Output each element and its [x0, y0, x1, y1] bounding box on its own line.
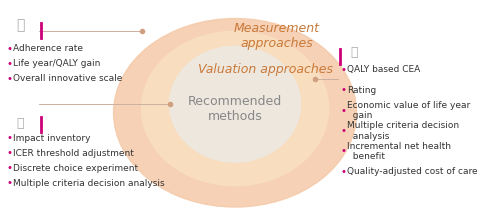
Text: Adherence rate: Adherence rate [13, 44, 83, 53]
Text: •: • [340, 167, 346, 177]
Ellipse shape [170, 46, 300, 162]
Text: •: • [340, 85, 346, 95]
Text: Multiple criteria decision analysis: Multiple criteria decision analysis [13, 179, 164, 188]
Text: Rating: Rating [347, 86, 376, 95]
Text: Multiple criteria decision
  analysis: Multiple criteria decision analysis [347, 121, 460, 141]
Text: QALY based CEA: QALY based CEA [347, 66, 420, 74]
Ellipse shape [114, 18, 356, 207]
Text: Life year/QALY gain: Life year/QALY gain [13, 59, 101, 68]
Text: Quality-adjusted cost of care: Quality-adjusted cost of care [347, 167, 478, 176]
Ellipse shape [142, 31, 328, 186]
Text: Recommended
methods: Recommended methods [188, 94, 282, 123]
Text: •: • [6, 59, 12, 69]
Text: •: • [340, 106, 346, 116]
Text: 📋: 📋 [350, 46, 358, 59]
Text: •: • [6, 74, 12, 84]
Text: •: • [6, 148, 12, 158]
Text: Economic value of life year
  gain: Economic value of life year gain [347, 101, 470, 120]
Text: Discrete choice experiment: Discrete choice experiment [13, 164, 138, 173]
Text: •: • [340, 146, 346, 156]
Text: Impact inventory: Impact inventory [13, 134, 90, 143]
Text: •: • [6, 133, 12, 143]
Text: 🔍: 🔍 [16, 117, 24, 130]
Text: •: • [6, 178, 12, 189]
Text: •: • [340, 126, 346, 136]
Text: Incremental net health
  benefit: Incremental net health benefit [347, 142, 451, 161]
Text: Measurement
approaches: Measurement approaches [234, 22, 320, 50]
Text: •: • [6, 44, 12, 54]
Text: ICER threshold adjustment: ICER threshold adjustment [13, 149, 134, 158]
Text: Overall innovative scale: Overall innovative scale [13, 74, 122, 83]
Text: •: • [340, 65, 346, 75]
Text: •: • [6, 163, 12, 173]
Text: ⏱: ⏱ [16, 18, 24, 32]
Text: Valuation approaches: Valuation approaches [198, 63, 333, 76]
